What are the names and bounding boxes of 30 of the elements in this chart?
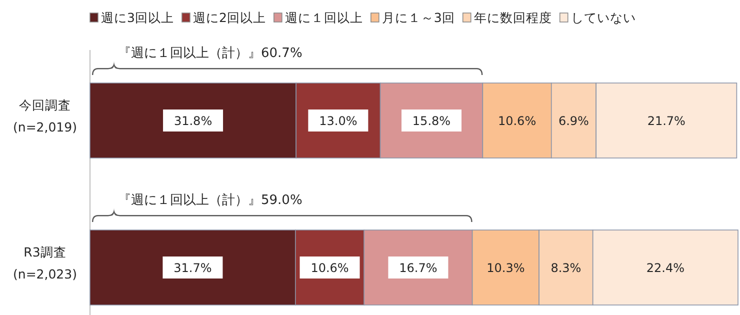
legend-label: していない: [570, 10, 636, 25]
bar: [596, 82, 738, 158]
legend-label: 週に2回以上: [192, 10, 266, 25]
annotation: 『週に１回以上（計）』59.0%: [118, 193, 302, 208]
data-label: 16.7%: [399, 261, 438, 275]
data-label: 10.6%: [310, 261, 349, 275]
data-label: 10.6%: [498, 114, 536, 128]
data-label: 15.8%: [412, 114, 451, 128]
legend-label: 週に１回以上: [284, 10, 363, 25]
legend-label: 年に数回程度: [474, 10, 552, 25]
legend-label: 月に１～3回: [382, 10, 455, 25]
y-tick-label: 今回調査 (n=2,019): [13, 98, 77, 134]
bar: [90, 230, 296, 306]
data-label: 6.9%: [558, 114, 589, 128]
data-label: 22.4%: [646, 261, 684, 275]
annotation: 『週に１回以上（計）』60.7%: [118, 46, 302, 61]
data-label: 13.0%: [319, 114, 358, 128]
legend-label: 週に3回以上: [101, 10, 174, 25]
bar: [90, 82, 296, 158]
bar: [538, 230, 594, 306]
bar: [550, 82, 596, 158]
data-label: 21.7%: [647, 114, 686, 128]
data-label: 8.3%: [550, 261, 582, 275]
bar: [592, 230, 738, 306]
data-label: 31.7%: [174, 261, 212, 275]
y-tick-label: R3調査 (n=2,023): [13, 244, 77, 282]
bar: [472, 230, 540, 306]
data-label: 31.8%: [174, 114, 212, 128]
bar: [482, 82, 552, 158]
data-label: 10.3%: [486, 261, 525, 275]
